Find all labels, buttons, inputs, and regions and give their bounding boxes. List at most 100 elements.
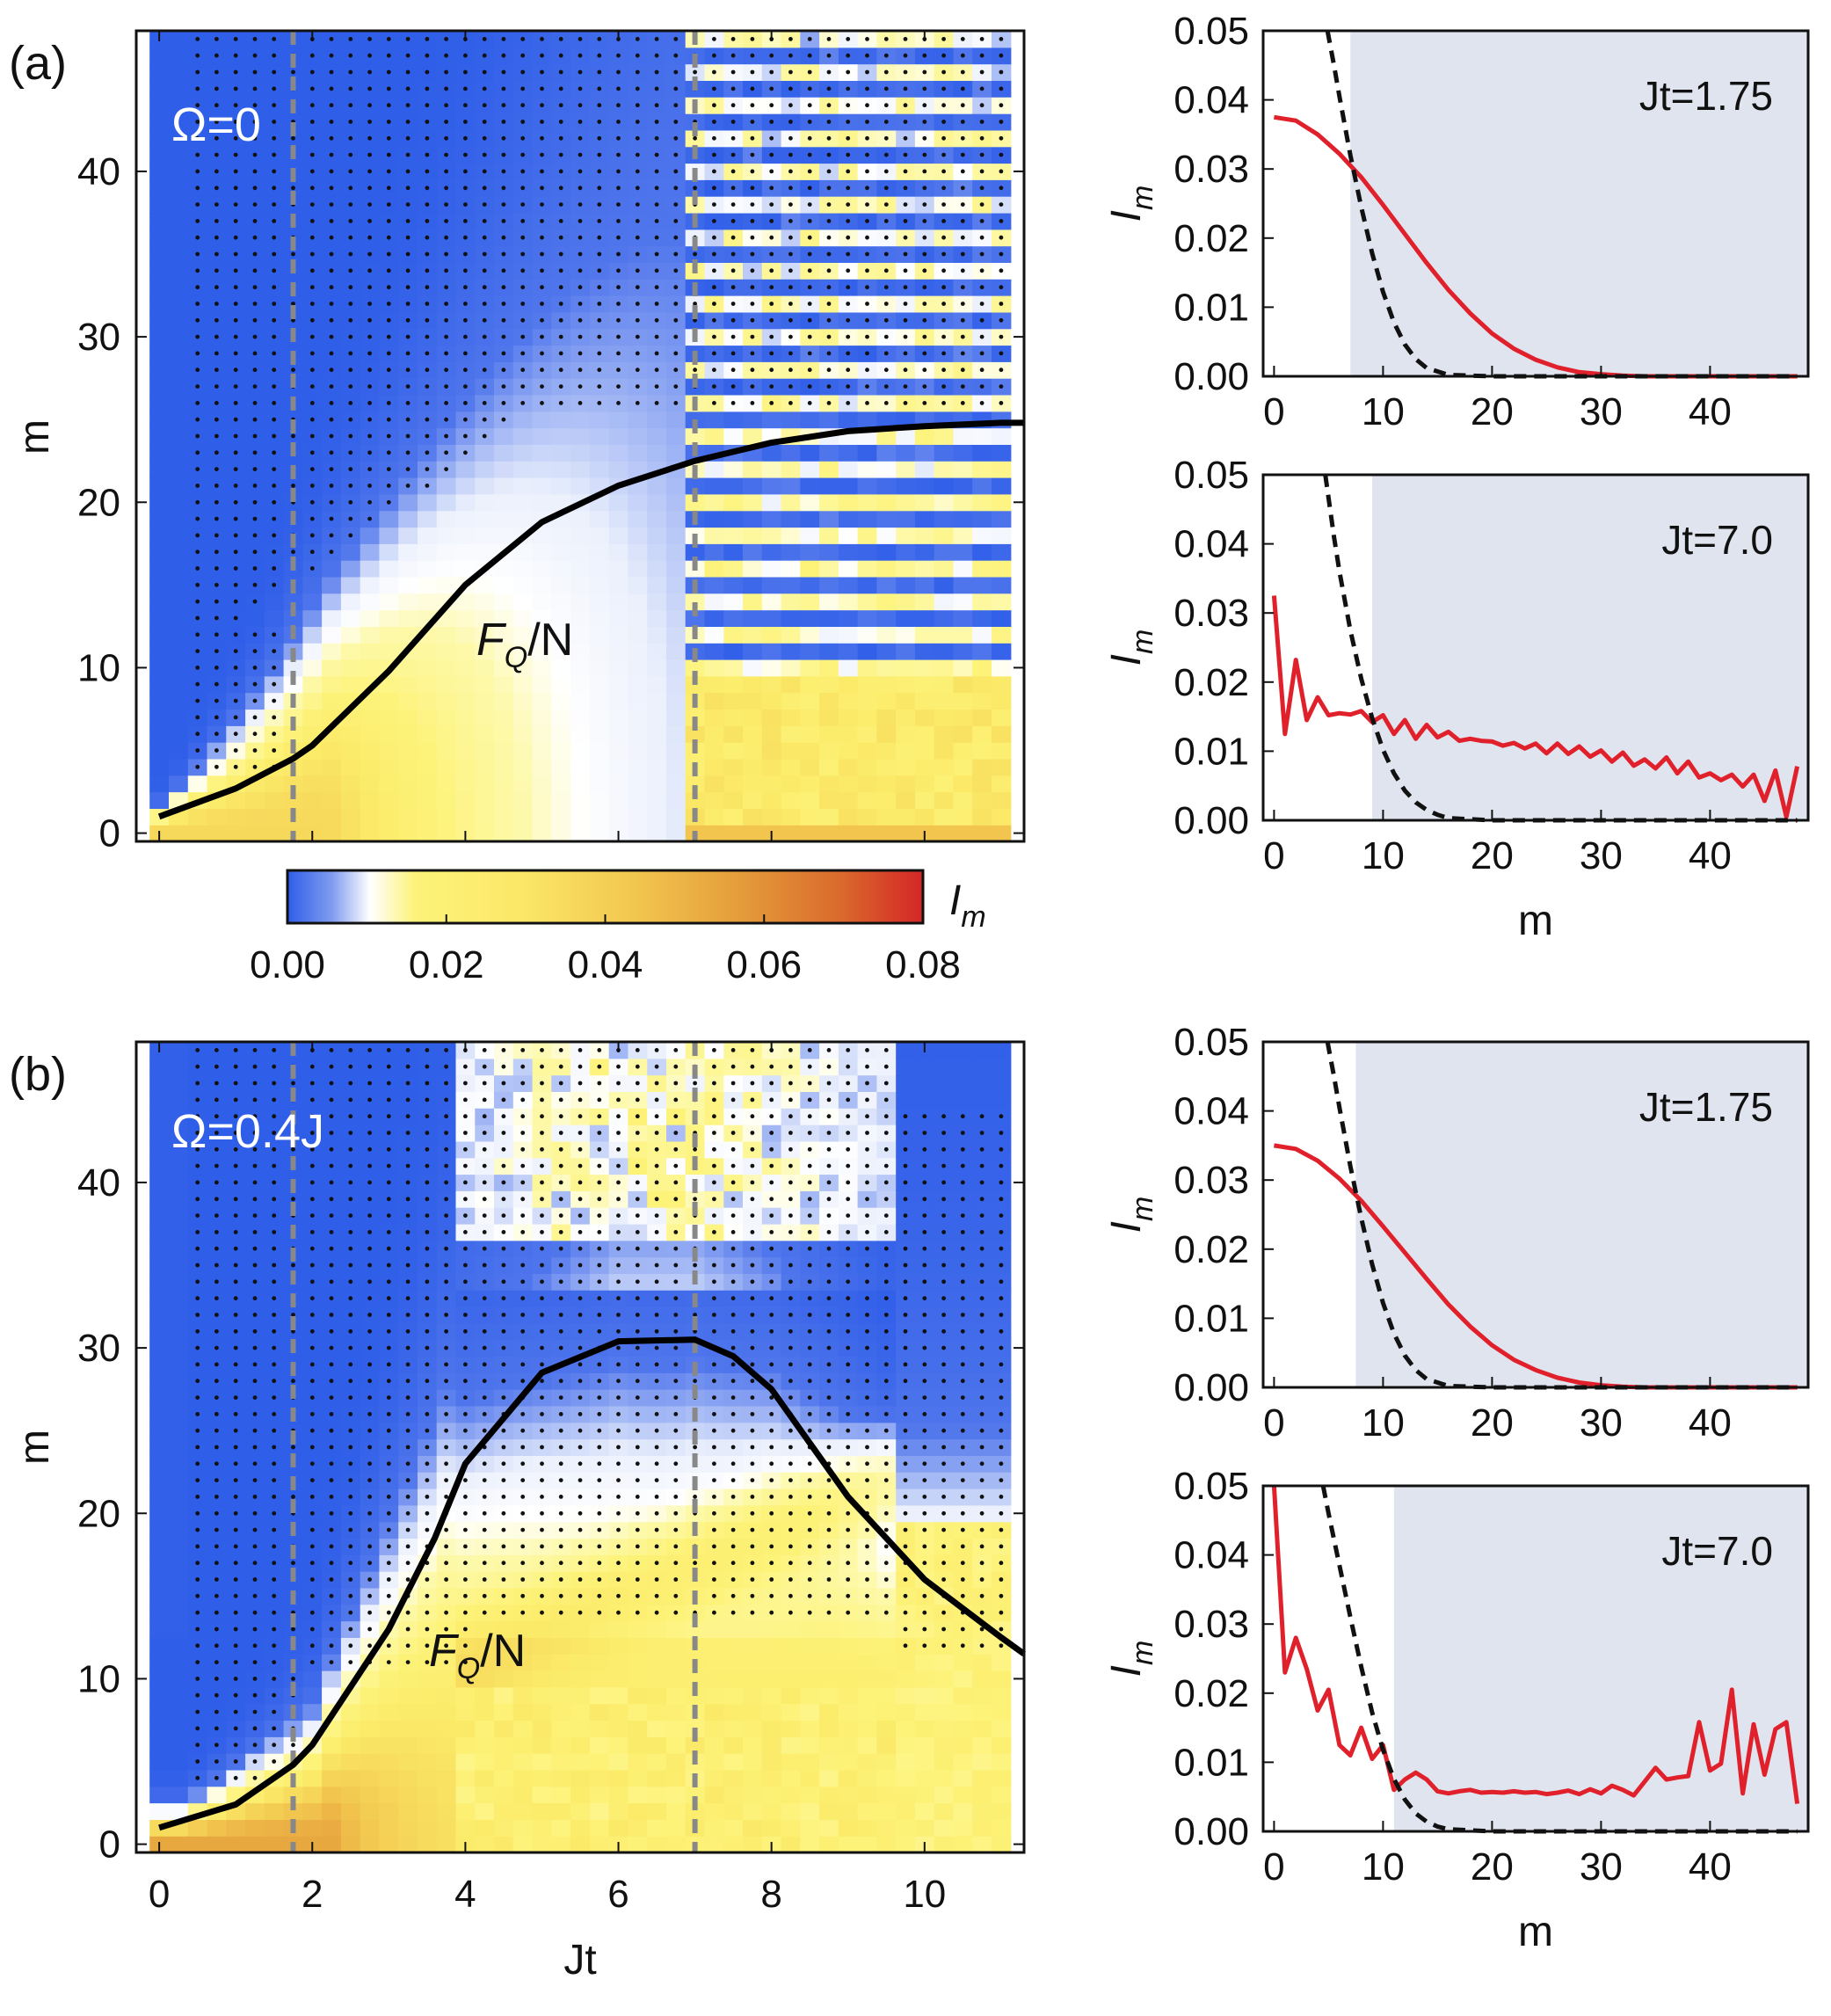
heatmap-cell bbox=[972, 643, 992, 660]
heatmap-cell bbox=[455, 758, 476, 776]
heatmap-dot bbox=[463, 53, 468, 58]
heatmap-cell bbox=[494, 444, 514, 462]
heatmap-cell bbox=[781, 791, 801, 809]
heatmap-cell bbox=[551, 1836, 571, 1853]
heatmap-cell bbox=[589, 1720, 610, 1737]
heatmap-dot bbox=[348, 186, 353, 191]
heatmap-cell bbox=[512, 1720, 534, 1737]
heatmap-cell bbox=[953, 775, 973, 793]
heatmap-dot bbox=[482, 152, 487, 157]
heatmap-dot bbox=[272, 384, 277, 389]
heatmap-cell bbox=[322, 775, 342, 793]
heatmap-cell bbox=[972, 427, 992, 445]
heatmap-cell bbox=[379, 1819, 399, 1837]
heatmap-cell bbox=[149, 1091, 170, 1109]
heatmap-cell bbox=[475, 477, 495, 495]
heatmap-cell bbox=[723, 1703, 744, 1721]
heatmap-cell bbox=[647, 527, 667, 544]
heatmap-dot bbox=[272, 219, 277, 223]
heatmap-dot bbox=[329, 334, 334, 339]
heatmap-dot bbox=[597, 103, 602, 108]
heatmap-dot bbox=[635, 384, 640, 389]
heatmap-dot bbox=[233, 433, 238, 439]
heatmap-dot bbox=[673, 152, 679, 157]
heatmap-dot bbox=[425, 467, 430, 471]
heatmap-cell bbox=[169, 1786, 189, 1804]
heatmap-cell bbox=[532, 758, 552, 776]
heatmap-dot bbox=[826, 135, 832, 141]
heatmap-dot bbox=[979, 186, 985, 191]
heatmap-cell bbox=[149, 1256, 170, 1274]
heatmap-dot bbox=[309, 450, 315, 455]
heatmap-cell bbox=[551, 1670, 571, 1688]
heatmap-cell bbox=[857, 825, 877, 842]
heatmap-dot bbox=[558, 251, 563, 257]
heatmap-dot bbox=[788, 268, 793, 273]
heatmap-cell bbox=[723, 675, 744, 694]
heatmap-dot bbox=[501, 53, 506, 58]
heatmap-cell bbox=[398, 791, 418, 809]
heatmap-cell bbox=[704, 1786, 724, 1804]
heatmap-cell bbox=[169, 1554, 189, 1572]
heatmap-dot bbox=[444, 368, 448, 373]
heatmap-dot bbox=[329, 37, 334, 41]
heatmap-cell bbox=[149, 1504, 170, 1523]
heatmap-dot bbox=[558, 202, 563, 207]
heatmap-cell bbox=[475, 758, 495, 776]
heatmap-dot bbox=[578, 86, 583, 91]
heatmap-cell bbox=[628, 1654, 648, 1671]
heatmap-dot bbox=[252, 219, 258, 223]
heatmap-cell bbox=[149, 758, 170, 776]
heatmap-cell bbox=[896, 791, 916, 809]
heatmap-dot bbox=[329, 317, 334, 323]
heatmap-dot bbox=[578, 251, 583, 257]
heatmap-cell bbox=[169, 262, 189, 280]
heatmap-cell bbox=[322, 1670, 342, 1688]
heatmap-dot bbox=[425, 169, 430, 174]
heatmap-cell bbox=[418, 1819, 438, 1837]
heatmap-dot bbox=[482, 219, 487, 223]
heatmap-cell bbox=[418, 543, 438, 561]
heatmap-cell bbox=[169, 328, 189, 346]
heatmap-cell bbox=[704, 1670, 724, 1688]
heatmap-dot bbox=[195, 484, 200, 488]
heatmap-cell bbox=[819, 543, 839, 561]
heatmap-dot bbox=[195, 632, 200, 637]
heatmap-cell bbox=[379, 543, 399, 561]
heatmap-dot bbox=[540, 37, 544, 41]
heatmap-cell bbox=[169, 725, 189, 743]
heatmap-cell bbox=[800, 626, 820, 644]
heatmap-dot bbox=[578, 268, 583, 273]
heatmap-dot bbox=[463, 120, 468, 124]
heatmap-cell bbox=[647, 808, 667, 826]
heatmap-cell bbox=[494, 477, 514, 495]
heatmap-cell bbox=[761, 643, 782, 660]
heatmap-dot bbox=[979, 69, 985, 75]
heatmap-cell bbox=[532, 1819, 552, 1837]
heatmap-cell bbox=[169, 1306, 189, 1324]
heatmap-cell bbox=[551, 725, 571, 743]
heatmap-dot bbox=[405, 103, 411, 108]
heatmap-dot bbox=[540, 268, 544, 273]
heatmap-cell bbox=[551, 1769, 571, 1787]
heatmap-cell bbox=[914, 758, 935, 776]
heatmap-cell bbox=[379, 609, 399, 627]
heatmap-dot bbox=[540, 152, 544, 157]
heatmap-dot bbox=[348, 53, 353, 58]
heatmap-dot bbox=[635, 368, 640, 373]
heatmap-cell bbox=[512, 560, 534, 578]
heatmap-cell bbox=[896, 576, 916, 594]
heatmap-cell bbox=[666, 1686, 687, 1705]
heatmap-dot bbox=[540, 202, 544, 207]
colorbar-tick-label: 0.06 bbox=[726, 943, 802, 986]
heatmap-cell bbox=[169, 1224, 189, 1241]
heatmap-dot bbox=[329, 53, 334, 58]
heatmap-dot bbox=[693, 69, 697, 75]
heatmap-dot bbox=[578, 152, 583, 157]
heatmap-dot bbox=[425, 317, 430, 323]
heatmap-cell bbox=[340, 808, 361, 826]
heatmap-cell bbox=[992, 461, 1012, 478]
heatmap-cell bbox=[532, 1703, 552, 1721]
heatmap-dot bbox=[348, 103, 353, 108]
heatmap-dot bbox=[291, 368, 295, 373]
